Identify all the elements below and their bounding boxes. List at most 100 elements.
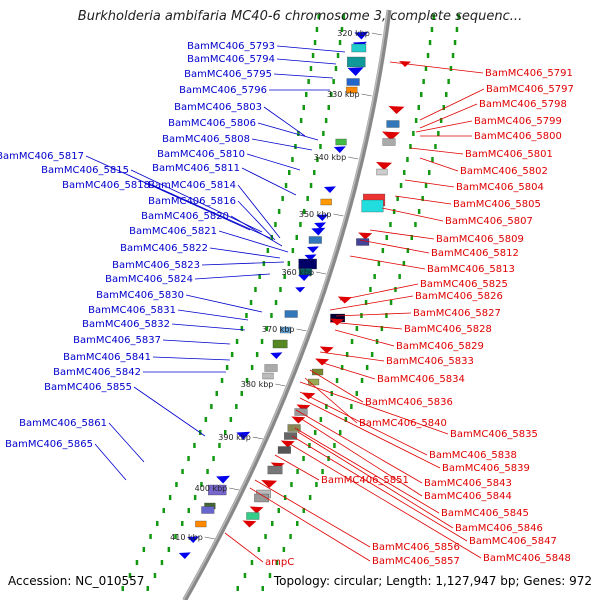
tick-mark [348,156,359,160]
track-dot [274,222,277,227]
tick-label: 330 kbp [327,90,360,99]
track-dot [149,534,152,539]
leader-line [359,239,430,254]
track-dot [420,92,423,97]
gene-box [277,446,291,454]
leader-line [152,356,231,361]
track-dot [277,209,281,214]
leader-line [329,295,414,311]
track-dot [313,170,316,175]
track-dot [315,27,319,32]
track-dot [283,274,286,279]
leader-line [246,153,301,171]
track-dot [291,157,294,162]
gene-label-right: BamMC406_5840 [359,418,447,429]
gene-arrow [376,162,393,170]
tick-mark [371,32,382,36]
gene-label-left: BamMC406_5808 [162,134,250,145]
gene-arrow [295,287,306,293]
track-dot [428,170,431,175]
track-dot [308,443,311,448]
gene-arrow [261,480,278,488]
feature-glyphs [178,31,412,559]
track-dot [220,378,224,383]
gene-box [294,408,308,416]
track-dot [206,469,209,474]
tick-label: 370 kbp [262,325,295,334]
track-dot [350,404,353,409]
track-dot [265,326,269,331]
leader-line [218,230,289,253]
gene-box [280,326,292,334]
gene-label-right: BamMC406_5826 [415,291,503,302]
gene-arrow [306,246,319,253]
gene-label-right: BamMC406_5843 [424,478,512,489]
label-leaders [85,45,485,563]
track-dot [235,339,239,344]
tick-mark [252,436,263,440]
gene-label-left: BamMC406_5816 [148,196,236,207]
gene-label-right: BamMC406_5846 [455,523,543,534]
track-dot [439,118,443,123]
track-dot [445,92,448,97]
track-dot [282,547,286,552]
track-dot [302,209,306,214]
track-dot [327,105,330,110]
track-dot [385,235,388,240]
gene-box [208,484,227,496]
track-dot [193,495,197,500]
gene-label-left: BamMC406_5810 [157,149,245,160]
track-dot [333,443,336,448]
gene-label-right: BamMC406_5798 [479,99,567,110]
track-dot [432,14,435,19]
gene-box [284,310,298,318]
track-dot [308,495,312,500]
track-dot [414,222,417,227]
track-dot [410,235,413,240]
gene-label-right: BamMC406_5847 [469,536,557,547]
track-dot [128,573,132,578]
tick-mark [275,383,286,387]
gene-arrow [337,296,352,304]
gene-arrow [323,186,336,193]
leader-line [339,283,419,301]
gene-box [272,339,288,349]
track-dot [287,261,291,266]
gene-box [346,78,360,86]
tick-mark [296,328,307,332]
gene-label-right: BamMC406_5828 [404,324,492,335]
track-dot [406,248,410,253]
track-dot [309,66,313,71]
leader-line [254,479,371,548]
leader-line [194,273,271,280]
gene-box [376,168,388,176]
track-dot [409,144,412,149]
tick-label: 350 kbp [299,210,332,219]
gene-label-right: BamMC406_5797 [486,84,574,95]
leader-line [299,391,428,456]
track-dot [260,339,264,344]
leader-line [299,381,449,435]
gene-arrow [381,131,400,141]
track-dot [168,495,172,500]
track-dot [257,547,261,552]
track-dot [455,27,459,32]
gene-arrow [187,536,200,543]
tick-label: 340 kbp [314,153,347,162]
gene-box [335,138,347,146]
gene-label-left: BamMC406_5861 [19,418,107,429]
gene-label-left: BamMC406_5832 [82,319,170,330]
track-dot [316,157,319,162]
track-dot [417,209,421,214]
gene-arrow [388,106,405,114]
track-dot [396,196,399,201]
track-dot [281,196,284,201]
leader-line [241,167,297,196]
gene-box [351,43,367,53]
gene-box [308,236,322,244]
track-dot [299,118,303,123]
track-dot [218,443,221,448]
gene-label-left: BamMC406_5821 [129,226,217,237]
gene-box [246,512,260,520]
track-dot [181,521,184,526]
